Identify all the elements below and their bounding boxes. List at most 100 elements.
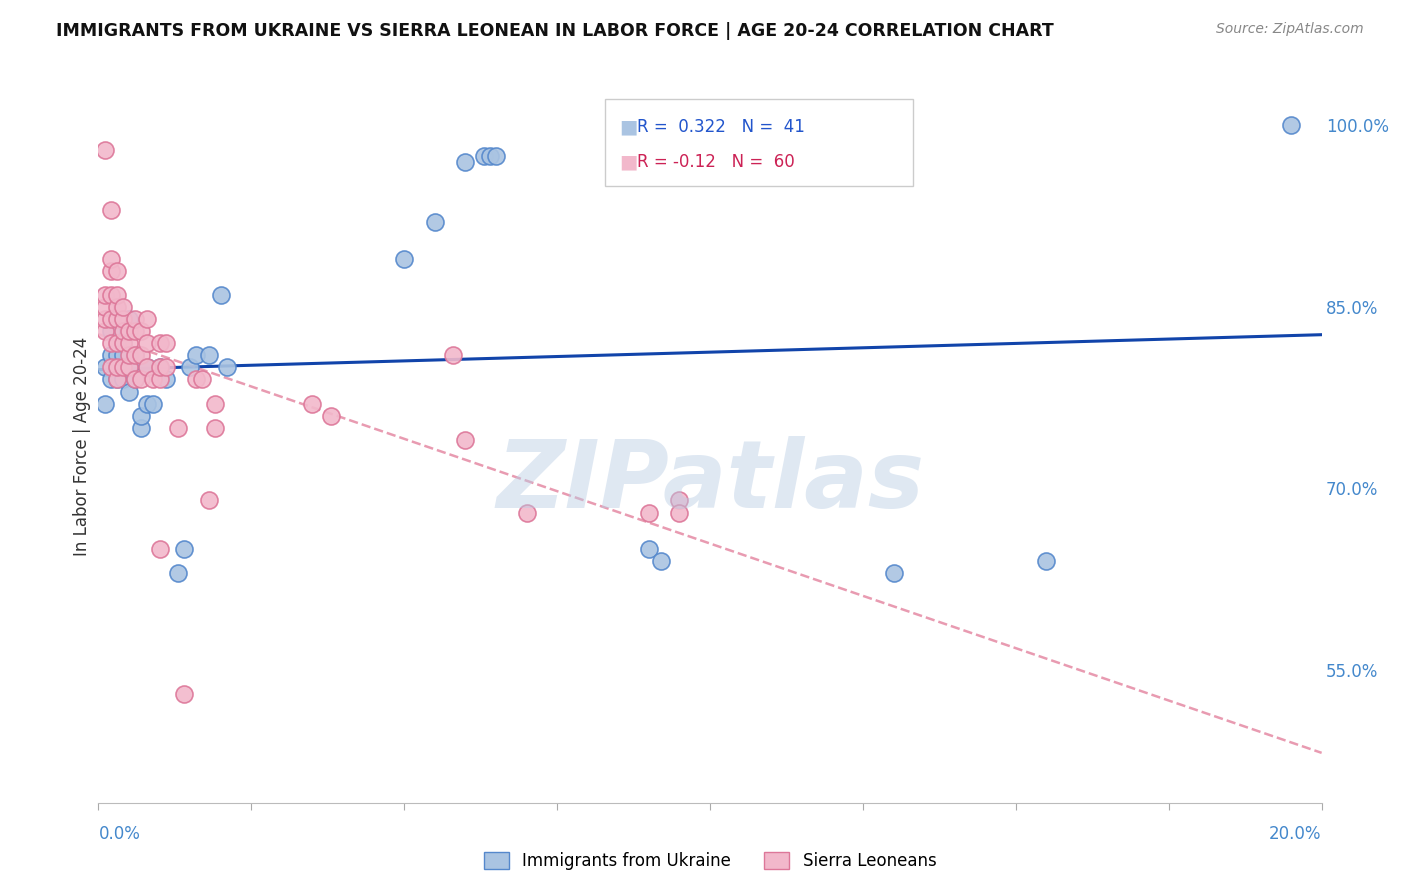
Point [111, 312, 134, 326]
Point [155, 372, 177, 386]
Point [118, 384, 141, 399]
Point [454, 433, 477, 447]
Point [204, 421, 226, 435]
Point [111, 300, 134, 314]
Point [301, 397, 323, 411]
Point [136, 312, 159, 326]
Point [93, 300, 115, 314]
Point [173, 687, 195, 701]
Point [319, 409, 342, 423]
Point [637, 506, 661, 520]
Point [124, 372, 146, 386]
Point [191, 372, 214, 386]
Point [149, 336, 172, 351]
Point [93, 397, 115, 411]
Point [209, 288, 232, 302]
Point [93, 324, 115, 338]
Point [485, 149, 508, 163]
Point [423, 215, 446, 229]
Point [186, 372, 208, 386]
Point [454, 154, 477, 169]
Point [472, 149, 495, 163]
Text: R =  0.322   N =  41: R = 0.322 N = 41 [637, 118, 806, 136]
Point [124, 324, 146, 338]
Text: ■: ■ [619, 153, 637, 172]
Point [149, 360, 172, 375]
Point [197, 348, 219, 362]
Point [105, 360, 128, 375]
Point [129, 372, 152, 386]
Point [478, 149, 501, 163]
Point [516, 506, 538, 520]
Point [173, 541, 195, 556]
Point [105, 360, 128, 375]
Point [100, 324, 122, 338]
Point [111, 348, 134, 362]
Text: ■: ■ [619, 118, 637, 136]
Point [668, 506, 690, 520]
Point [105, 348, 128, 362]
Point [650, 554, 672, 568]
Point [118, 312, 141, 326]
Point [197, 493, 219, 508]
Point [668, 493, 690, 508]
Point [93, 143, 115, 157]
Point [142, 397, 165, 411]
Point [124, 348, 146, 362]
Point [136, 360, 159, 375]
Point [105, 336, 128, 351]
Point [142, 372, 165, 386]
Point [124, 312, 146, 326]
Point [111, 336, 134, 351]
Point [136, 397, 159, 411]
Point [1279, 119, 1302, 133]
Point [105, 300, 128, 314]
Point [136, 360, 159, 375]
Point [167, 421, 190, 435]
Point [93, 312, 115, 326]
Point [100, 372, 122, 386]
Point [100, 336, 122, 351]
Point [637, 541, 661, 556]
Point [118, 360, 141, 375]
Point [111, 372, 134, 386]
Point [100, 288, 122, 302]
Point [136, 336, 159, 351]
Text: R = -0.12   N =  60: R = -0.12 N = 60 [637, 153, 796, 171]
Point [93, 360, 115, 375]
Point [93, 288, 115, 302]
Text: 20.0%: 20.0% [1270, 825, 1322, 843]
Point [155, 360, 177, 375]
Point [155, 336, 177, 351]
Point [111, 360, 134, 375]
Point [105, 372, 128, 386]
Point [105, 263, 128, 277]
Point [100, 360, 122, 375]
Point [129, 421, 152, 435]
Text: 0.0%: 0.0% [98, 825, 141, 843]
Point [100, 252, 122, 266]
Point [100, 348, 122, 362]
Legend: Immigrants from Ukraine, Sierra Leoneans: Immigrants from Ukraine, Sierra Leoneans [477, 845, 943, 877]
Point [111, 336, 134, 351]
Point [1035, 554, 1057, 568]
Point [204, 397, 226, 411]
Point [124, 348, 146, 362]
Text: Source: ZipAtlas.com: Source: ZipAtlas.com [1216, 22, 1364, 37]
Text: ZIPatlas: ZIPatlas [496, 435, 924, 528]
Point [167, 566, 190, 580]
Point [215, 360, 238, 375]
Point [105, 288, 128, 302]
Point [129, 348, 152, 362]
Point [100, 203, 122, 218]
Point [118, 348, 141, 362]
Point [118, 336, 141, 351]
Point [111, 324, 134, 338]
Point [149, 360, 172, 375]
Point [129, 409, 152, 423]
Point [441, 348, 464, 362]
Point [100, 312, 122, 326]
Point [129, 324, 152, 338]
Point [179, 360, 201, 375]
Point [105, 312, 128, 326]
